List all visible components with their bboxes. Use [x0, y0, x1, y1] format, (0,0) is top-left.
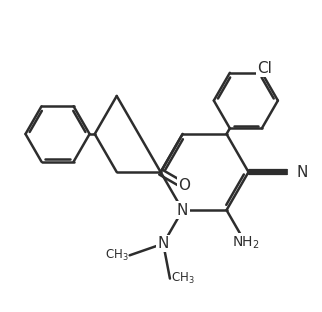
- Text: O: O: [178, 178, 190, 193]
- Text: CH$_3$: CH$_3$: [105, 248, 128, 263]
- Text: N: N: [296, 164, 308, 180]
- Text: CH$_3$: CH$_3$: [171, 271, 195, 286]
- Text: N: N: [157, 236, 169, 251]
- Text: N: N: [177, 202, 188, 217]
- Text: NH$_2$: NH$_2$: [232, 235, 259, 251]
- Text: Cl: Cl: [257, 61, 272, 76]
